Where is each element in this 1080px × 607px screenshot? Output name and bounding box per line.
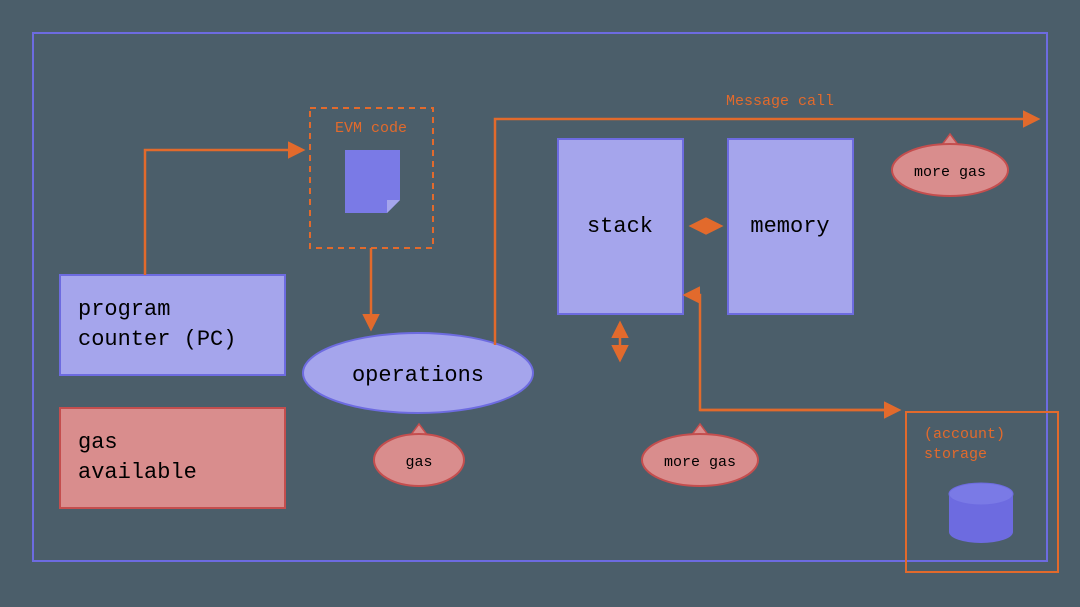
gas-label-line1: gas — [78, 430, 118, 455]
evm-code-box: EVM code — [310, 108, 433, 248]
more-gas-bubble-1: more gas — [642, 424, 758, 486]
evm-code-label: EVM code — [335, 120, 407, 137]
document-icon — [345, 150, 400, 213]
memory-box: memory — [728, 139, 853, 314]
operations-node: operations — [303, 333, 533, 413]
more-gas-bubble-2: more gas — [892, 134, 1008, 196]
pc-label-line1: program — [78, 297, 170, 322]
storage-label-line1: (account) — [924, 426, 1005, 443]
program-counter-box: program counter (PC) — [60, 275, 285, 375]
arrow-pc-to-evm — [145, 150, 302, 275]
storage-box: (account) storage — [906, 412, 1058, 572]
gas-bubble-label: gas — [405, 454, 432, 471]
message-call-label: Message call — [726, 93, 834, 110]
gas-label-line2: available — [78, 460, 197, 485]
stack-box: stack — [558, 139, 683, 314]
memory-label: memory — [750, 214, 829, 239]
storage-label-line2: storage — [924, 446, 987, 463]
diagram-canvas: program counter (PC) gas available EVM c… — [0, 0, 1080, 607]
gas-available-box: gas available — [60, 408, 285, 508]
more-gas-bubble-1-label: more gas — [664, 454, 736, 471]
operations-label: operations — [352, 363, 484, 388]
more-gas-bubble-2-label: more gas — [914, 164, 986, 181]
stack-label: stack — [587, 214, 653, 239]
cylinder-icon — [949, 483, 1013, 543]
pc-label-line2: counter (PC) — [78, 327, 236, 352]
gas-bubble: gas — [374, 424, 464, 486]
